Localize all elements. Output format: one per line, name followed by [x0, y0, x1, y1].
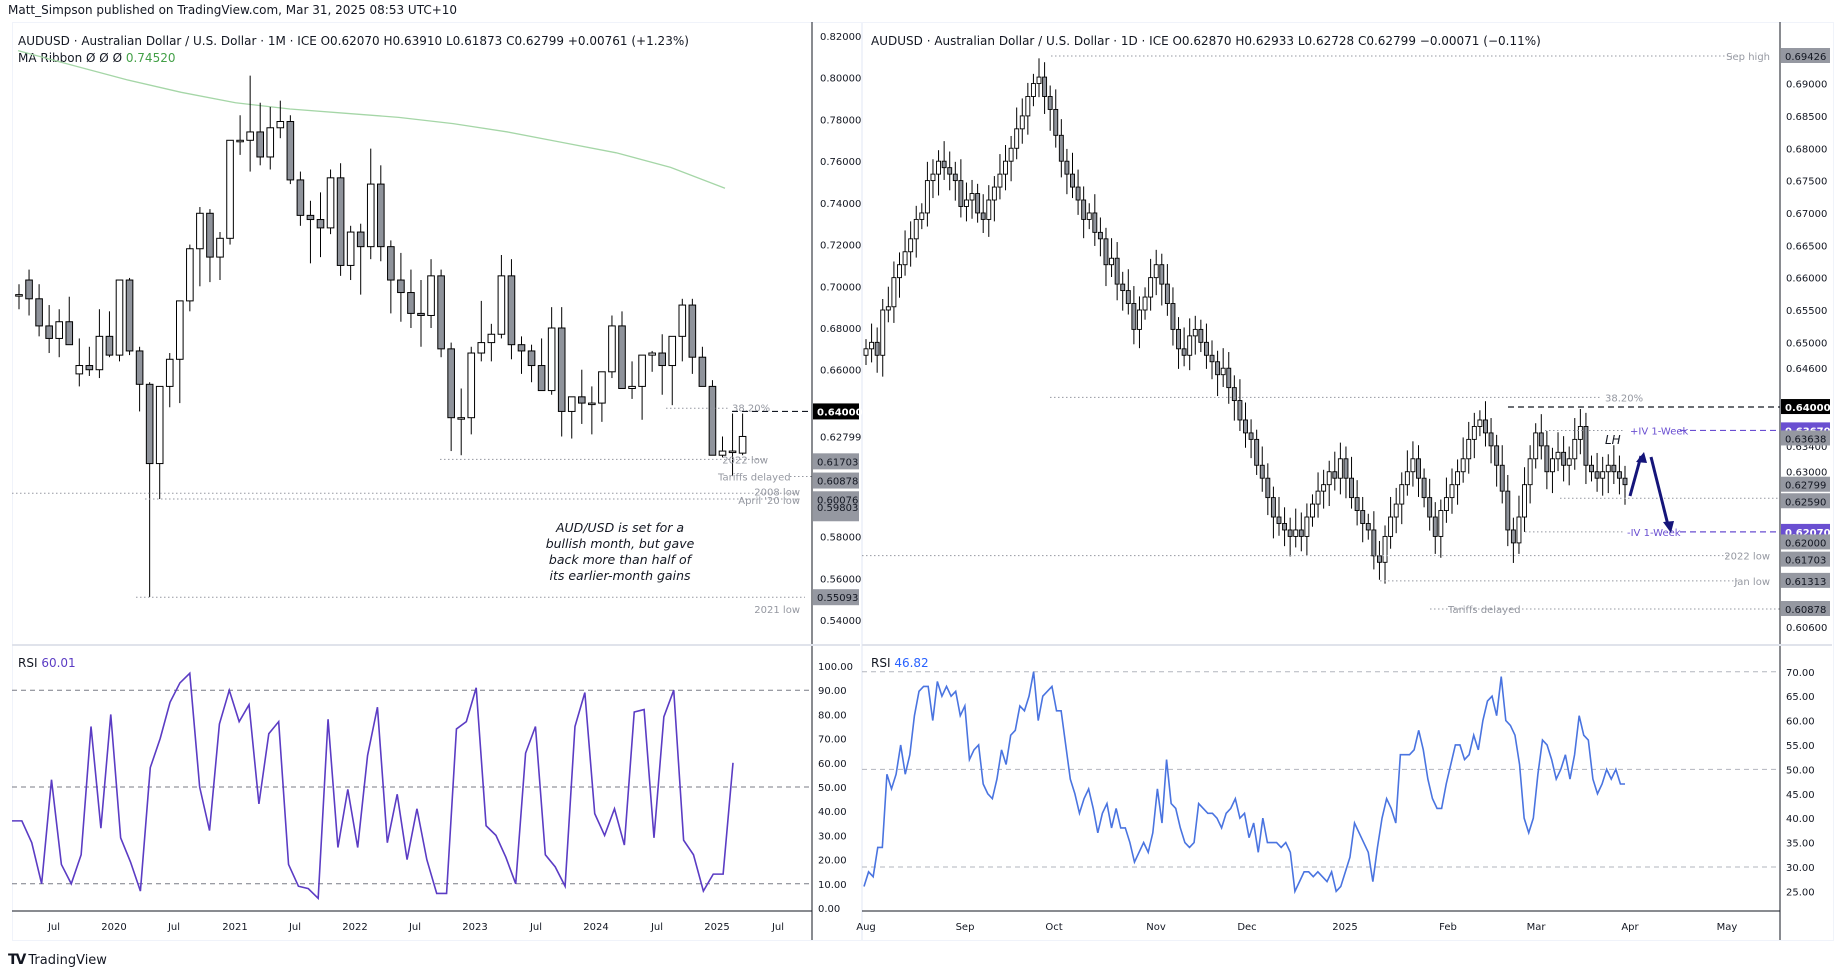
rsi-value: 46.82 [894, 656, 929, 670]
right-chart-legend: AUDUSD · Australian Dollar / U.S. Dollar… [871, 34, 1541, 48]
tradingview-brand: TradingView [28, 952, 107, 968]
tradingview-logo: TV TradingView [8, 952, 107, 968]
right-chart-pane[interactable] [862, 22, 1834, 941]
left-chart-legend: AUDUSD · Australian Dollar / U.S. Dollar… [18, 34, 689, 48]
rsi-label: RSI [871, 656, 891, 670]
left-rsi-legend: RSI 60.01 [18, 656, 76, 670]
rsi-label: RSI [18, 656, 38, 670]
rsi-value: 60.01 [41, 656, 76, 670]
tradingview-logo-icon: TV [8, 952, 26, 968]
left-chart-pane[interactable] [12, 22, 862, 941]
publisher-line: Matt_Simpson published on TradingView.co… [8, 3, 458, 17]
ma-ribbon-legend: MA Ribbon Ø Ø Ø 0.74520 [18, 51, 175, 65]
ma-ribbon-label: MA Ribbon Ø Ø Ø [18, 51, 123, 65]
right-rsi-legend: RSI 46.82 [871, 656, 929, 670]
ma-ribbon-value: 0.74520 [125, 51, 176, 65]
